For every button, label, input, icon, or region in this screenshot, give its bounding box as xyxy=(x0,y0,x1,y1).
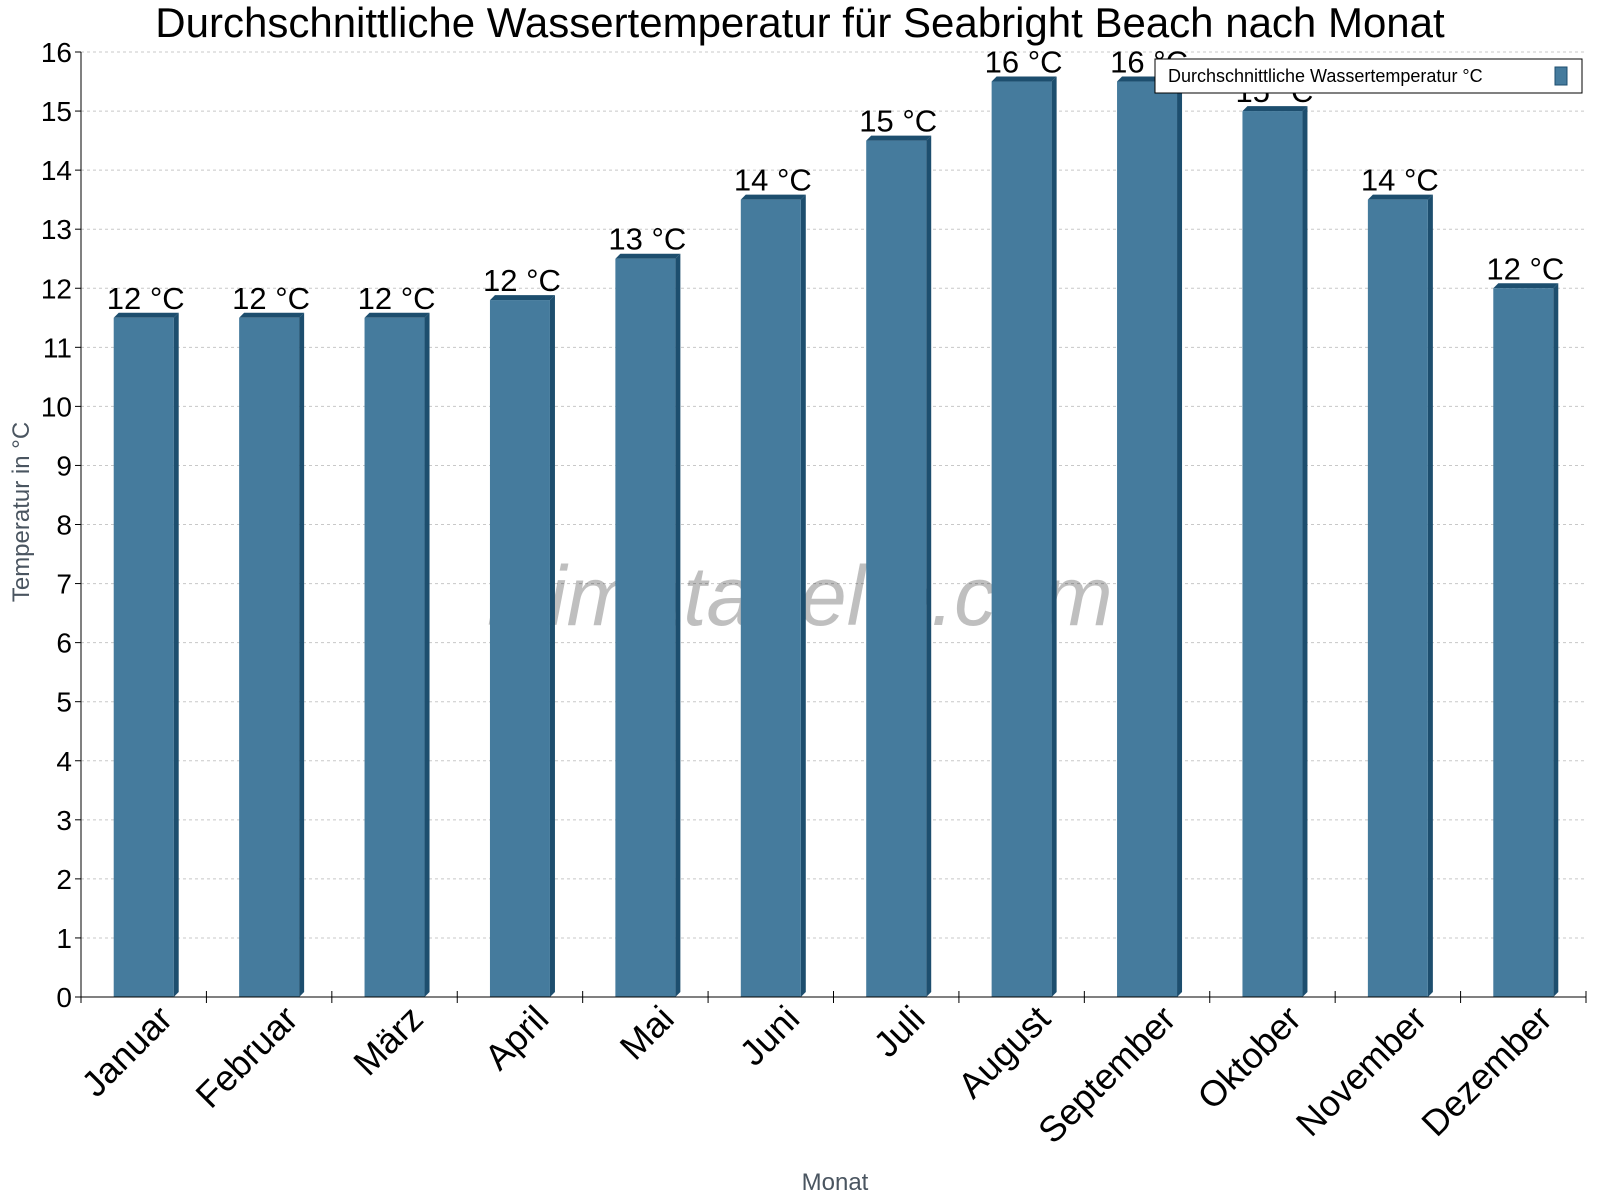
x-tick-label: August xyxy=(950,998,1058,1106)
bar-front xyxy=(1242,111,1303,997)
bar-side xyxy=(1051,76,1057,997)
bar-front xyxy=(113,317,174,997)
bar xyxy=(866,135,932,997)
bar-side xyxy=(675,253,681,997)
legend-label: Durchschnittliche Wassertemperatur °C xyxy=(1168,66,1483,86)
bar-top xyxy=(1367,194,1433,200)
bar-side xyxy=(549,295,555,997)
bar-top xyxy=(866,135,932,141)
x-tick-label: Juni xyxy=(731,998,807,1074)
x-tick-label: Dezember xyxy=(1413,998,1559,1144)
x-tick-label: Mai xyxy=(612,998,682,1068)
bar-top xyxy=(364,312,430,318)
bar xyxy=(113,312,179,997)
bar-front xyxy=(866,140,927,997)
bar xyxy=(239,312,305,997)
x-tick-label: März xyxy=(345,998,431,1084)
y-tick-label: 7 xyxy=(56,569,72,600)
y-tick-label: 13 xyxy=(41,214,72,245)
x-tick-label: November xyxy=(1288,998,1434,1144)
data-label: 15 °C xyxy=(859,104,937,139)
data-label: 14 °C xyxy=(1361,163,1439,198)
bar xyxy=(740,194,806,997)
data-label: 12 °C xyxy=(1486,251,1564,286)
bar-side xyxy=(800,194,806,997)
y-tick-label: 1 xyxy=(56,923,72,954)
chart-title: Durchschnittliche Wassertemperatur für S… xyxy=(155,0,1445,46)
data-label: 12 °C xyxy=(483,263,561,298)
x-tick-label: Juli xyxy=(865,998,932,1065)
bar-top xyxy=(489,295,555,301)
bar xyxy=(1493,283,1559,997)
bar xyxy=(1117,76,1183,997)
bar xyxy=(364,312,430,997)
bar-top xyxy=(239,312,305,318)
bar-top xyxy=(113,312,179,318)
bar-front xyxy=(1493,288,1554,997)
bar xyxy=(615,253,681,997)
x-tick-label: Oktober xyxy=(1189,998,1309,1118)
y-tick-label: 6 xyxy=(56,628,72,659)
grid xyxy=(81,51,1586,998)
x-ticks: Januar Februar März April Mai Juni Juli AugustS… xyxy=(73,991,1587,1152)
bar-side xyxy=(926,135,932,997)
bar xyxy=(1367,194,1433,997)
x-tick-label: Januar xyxy=(73,998,180,1105)
x-tick-label: April xyxy=(476,998,556,1078)
x-tick-label: September xyxy=(1030,998,1184,1152)
legend: Durchschnittliche Wassertemperatur °C xyxy=(1154,58,1583,94)
bar xyxy=(489,295,555,997)
data-label: 12 °C xyxy=(358,281,436,316)
y-tick-label: 16 xyxy=(41,37,72,68)
bar-side xyxy=(1553,283,1559,997)
data-label: 13 °C xyxy=(608,222,686,257)
bar-front xyxy=(991,81,1052,997)
data-label: 12 °C xyxy=(232,281,310,316)
bar-side xyxy=(1302,106,1308,997)
bar-side xyxy=(1177,76,1183,997)
bar xyxy=(991,76,1057,997)
data-label: 12 °C xyxy=(107,281,185,316)
y-axis-label: Temperatur in °C xyxy=(8,422,35,602)
bar-top xyxy=(1242,106,1308,112)
y-tick-label: 14 xyxy=(41,155,72,186)
bar-top xyxy=(1493,283,1559,289)
y-tick-label: 15 xyxy=(41,96,72,127)
y-tick-label: 5 xyxy=(56,687,72,718)
bar-top xyxy=(991,76,1057,82)
bar-front xyxy=(239,317,300,997)
y-tick-label: 8 xyxy=(56,510,72,541)
bar-side xyxy=(1427,194,1433,997)
legend-swatch xyxy=(1554,66,1568,86)
legend-box xyxy=(1154,58,1583,94)
bar-side xyxy=(424,312,430,997)
y-tick-label: 0 xyxy=(56,982,72,1013)
y-tick-label: 2 xyxy=(56,864,72,895)
data-label: 14 °C xyxy=(734,163,812,198)
bar-top xyxy=(740,194,806,200)
data-label: 16 °C xyxy=(985,45,1063,80)
bars xyxy=(113,76,1559,997)
bar xyxy=(1242,106,1308,997)
bar-front xyxy=(740,199,801,997)
bar-front xyxy=(1367,199,1428,997)
y-tick-label: 11 xyxy=(43,332,72,363)
bar-front xyxy=(364,317,425,997)
bar-side xyxy=(173,312,179,997)
bar-front xyxy=(1117,81,1178,997)
bar-side xyxy=(299,312,305,997)
x-axis-label: Monat xyxy=(802,1169,869,1196)
y-tick-label: 9 xyxy=(56,450,72,481)
x-tick-label: Februar xyxy=(187,998,305,1116)
bar-front xyxy=(489,300,550,997)
bar-top xyxy=(615,253,681,259)
y-tick-label: 3 xyxy=(56,805,72,836)
y-tick-label: 4 xyxy=(56,746,72,777)
y-tick-label: 10 xyxy=(41,391,72,422)
y-tick-label: 12 xyxy=(41,273,72,304)
bar-front xyxy=(615,258,676,997)
